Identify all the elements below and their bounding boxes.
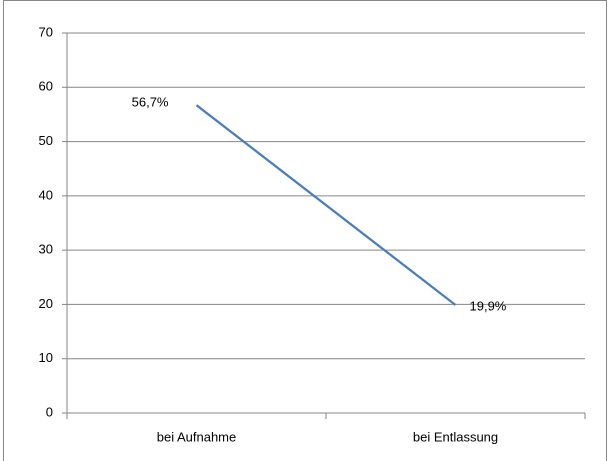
y-tick-label: 0 [46,404,53,419]
y-tick-label: 10 [39,350,53,365]
x-tick-label: bei Entlassung [413,429,498,444]
y-tick-label: 60 [39,79,53,94]
y-tick-label: 50 [39,133,53,148]
data-label: 19,9% [470,298,507,313]
data-label: 56,7% [132,95,169,110]
chart-frame [3,0,607,461]
y-tick-label: 40 [39,187,53,202]
y-tick-label: 20 [39,296,53,311]
y-tick-label: 30 [39,242,53,257]
x-tick-label: bei Aufnahme [157,429,237,444]
data-line [195,104,457,306]
y-tick-label: 70 [39,24,53,39]
